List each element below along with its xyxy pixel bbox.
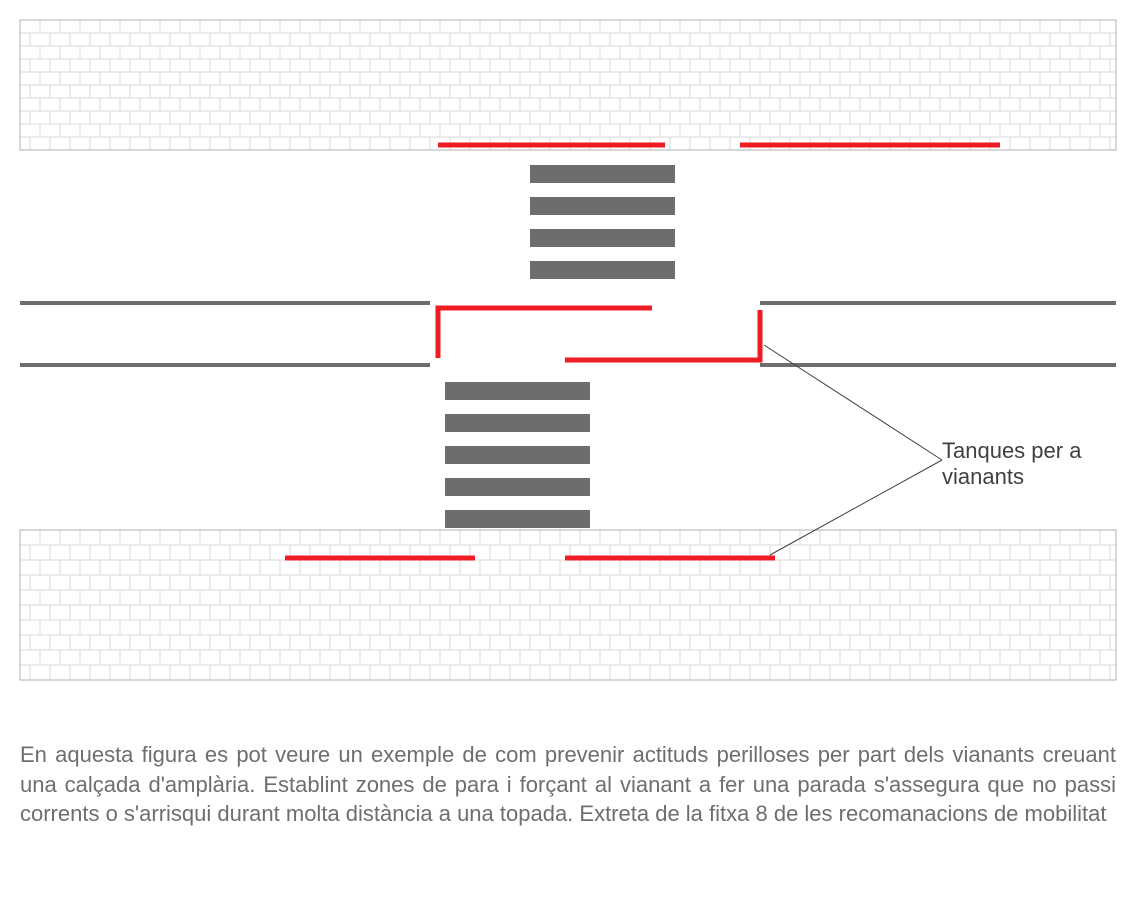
pavement-bricks xyxy=(20,530,1116,680)
crosswalk-bottom-stripe xyxy=(445,446,590,464)
barrier-median-lower xyxy=(565,310,760,360)
barrier-median-upper xyxy=(438,308,652,358)
annotation-leader-0 xyxy=(764,345,942,460)
crosswalk-bottom-stripe xyxy=(445,478,590,496)
annotation-label: Tanques per a vianants xyxy=(942,438,1122,490)
crosswalk-top-stripe xyxy=(530,197,675,215)
diagram-page: Tanques per a vianants En aquesta figura… xyxy=(0,0,1136,912)
figure-caption: En aquesta figura es pot veure un exempl… xyxy=(20,740,1116,829)
crosswalk-bottom-stripe xyxy=(445,510,590,528)
crosswalk-top-stripe xyxy=(530,165,675,183)
crosswalk-bottom-stripe xyxy=(445,414,590,432)
crosswalk-bottom-stripe xyxy=(445,382,590,400)
annotation-leader-1 xyxy=(770,460,942,555)
crosswalk-top-stripe xyxy=(530,229,675,247)
crosswalk-top-stripe xyxy=(530,261,675,279)
pavement-bricks xyxy=(20,20,1116,150)
